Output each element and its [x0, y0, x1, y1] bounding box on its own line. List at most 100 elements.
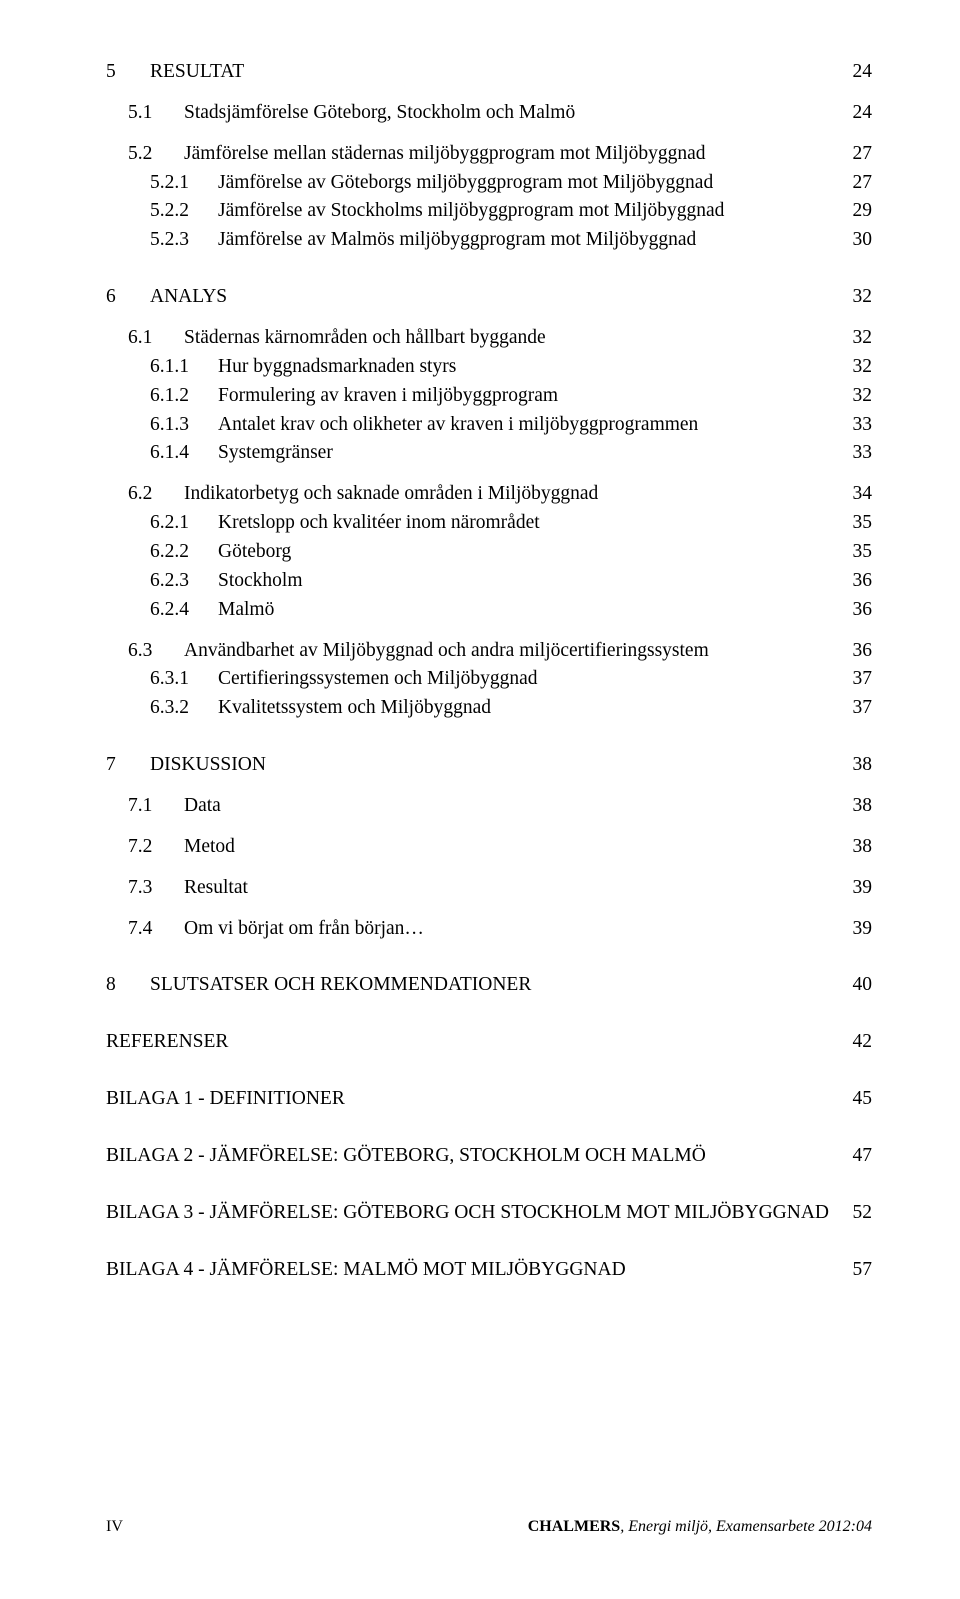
toc-entry-number: 6.2.4 — [150, 596, 218, 625]
toc-entry-left: 7.1Data — [128, 792, 221, 821]
toc-entry-number: 6.1.4 — [150, 439, 218, 468]
toc-entry-label: Kvalitetssystem och Miljöbyggnad — [218, 694, 491, 723]
toc-entry-number: 7 — [106, 751, 150, 780]
toc-entry-page: 32 — [842, 382, 872, 411]
toc-entry-label: Jämförelse av Stockholms miljöbyggprogra… — [218, 197, 724, 226]
toc-entry-label: Stockholm — [218, 567, 303, 596]
toc-entry-page: 24 — [842, 58, 872, 87]
toc-entry-label: BILAGA 1 - DEFINITIONER — [106, 1085, 345, 1114]
toc-entry-label: Formulering av kraven i miljöbyggprogram — [218, 382, 558, 411]
toc-entry-label: Metod — [184, 833, 235, 862]
toc-entry-page: 45 — [842, 1085, 872, 1114]
toc-entry: 5.2Jämförelse mellan städernas miljöbygg… — [106, 140, 872, 169]
toc-entry: 5.2.1Jämförelse av Göteborgs miljöbyggpr… — [106, 169, 872, 198]
toc-entry-label: Stadsjämförelse Göteborg, Stockholm och … — [184, 99, 575, 128]
toc-entry: BILAGA 4 - JÄMFÖRELSE: MALMÖ MOT MILJÖBY… — [106, 1256, 872, 1285]
toc-entry-number: 6 — [106, 283, 150, 312]
toc-entry-left: 7DISKUSSION — [106, 751, 266, 780]
toc-entry-label: Jämförelse av Göteborgs miljöbyggprogram… — [218, 169, 713, 198]
toc-entry-page: 42 — [842, 1028, 872, 1057]
toc-entry-number: 6.3.1 — [150, 665, 218, 694]
toc-entry: BILAGA 3 - JÄMFÖRELSE: GÖTEBORG OCH STOC… — [106, 1199, 872, 1228]
toc-entry-number: 5 — [106, 58, 150, 87]
toc-entry-number: 7.1 — [128, 792, 184, 821]
toc-entry-label: BILAGA 3 - JÄMFÖRELSE: GÖTEBORG OCH STOC… — [106, 1199, 829, 1228]
toc-entry-label: Hur byggnadsmarknaden styrs — [218, 353, 456, 382]
toc-entry-page: 38 — [842, 751, 872, 780]
toc-entry-number: 6.2.2 — [150, 538, 218, 567]
toc-entry-label: Resultat — [184, 874, 248, 903]
toc-entry-left: 6ANALYS — [106, 283, 227, 312]
toc-entry-left: BILAGA 1 - DEFINITIONER — [106, 1085, 345, 1114]
toc-entry: 7.1Data 38 — [106, 792, 872, 821]
toc-entry-left: BILAGA 3 - JÄMFÖRELSE: GÖTEBORG OCH STOC… — [106, 1199, 829, 1228]
toc-entry: 7.2Metod38 — [106, 833, 872, 862]
toc-entry-number: 7.2 — [128, 833, 184, 862]
toc-entry-page: 33 — [842, 411, 872, 440]
toc-entry-left: 5.2.2Jämförelse av Stockholms miljöbyggp… — [150, 197, 724, 226]
toc-entry-label: REFERENSER — [106, 1028, 228, 1057]
toc-entry-label: ANALYS — [150, 283, 227, 312]
toc-entry: 6.2Indikatorbetyg och saknade områden i … — [106, 480, 872, 509]
toc-entry: 6.3.1Certifieringssystemen och Miljöbygg… — [106, 665, 872, 694]
toc-entry: 6.2.4Malmö36 — [106, 596, 872, 625]
toc-entry-left: 6.2.3Stockholm — [150, 567, 303, 596]
toc-entry: 6.1.1Hur byggnadsmarknaden styrs32 — [106, 353, 872, 382]
toc-entry-page: 36 — [842, 637, 872, 666]
toc-entry-left: 6.1.4Systemgränser — [150, 439, 333, 468]
toc-entry-left: 7.4Om vi börjat om från början… — [128, 915, 424, 944]
footer-series: , Energi miljö, Examensarbete 2012:04 — [620, 1518, 872, 1535]
toc-entry-left: 5.2.1Jämförelse av Göteborgs miljöbyggpr… — [150, 169, 713, 198]
toc-entry-left: 6.1Städernas kärnområden och hållbart by… — [128, 324, 546, 353]
toc-entry-left: 6.2.2Göteborg — [150, 538, 291, 567]
toc-entry: 7.3Resultat 39 — [106, 874, 872, 903]
toc-entry: REFERENSER 42 — [106, 1028, 872, 1057]
toc-entry-number: 6.3.2 — [150, 694, 218, 723]
toc-entry-number: 6.2 — [128, 480, 184, 509]
toc-entry: 6.2.2Göteborg35 — [106, 538, 872, 567]
toc-entry-left: 8SLUTSATSER OCH REKOMMENDATIONER — [106, 971, 531, 1000]
toc-entry-label: Certifieringssystemen och Miljöbyggnad — [218, 665, 538, 694]
toc-entry-left: 7.2Metod — [128, 833, 235, 862]
toc-entry-page: 39 — [842, 874, 872, 903]
toc-entry: 6.2.1Kretslopp och kvalitéer inom näromr… — [106, 509, 872, 538]
toc-entry-page: 39 — [842, 915, 872, 944]
toc-entry-label: Städernas kärnområden och hållbart bygga… — [184, 324, 546, 353]
toc-entry-label: DISKUSSION — [150, 751, 266, 780]
toc-entry-number: 5.2.2 — [150, 197, 218, 226]
toc-entry-number: 5.2.1 — [150, 169, 218, 198]
toc-entry-number: 6.1.1 — [150, 353, 218, 382]
toc-entry-page: 52 — [842, 1199, 872, 1228]
toc-entry-number: 7.4 — [128, 915, 184, 944]
toc-entry-number: 6.1 — [128, 324, 184, 353]
toc-entry-number: 5.2 — [128, 140, 184, 169]
toc-entry-page: 32 — [842, 283, 872, 312]
toc-entry-page: 40 — [842, 971, 872, 1000]
toc-entry-page: 38 — [842, 792, 872, 821]
toc-entry-label: Systemgränser — [218, 439, 333, 468]
toc-entry-label: Malmö — [218, 596, 274, 625]
toc-entry-left: 6.1.3Antalet krav och olikheter av krave… — [150, 411, 698, 440]
toc-entry-left: BILAGA 2 - JÄMFÖRELSE: GÖTEBORG, STOCKHO… — [106, 1142, 706, 1171]
toc-entry-left: 5.1Stadsjämförelse Göteborg, Stockholm o… — [128, 99, 575, 128]
toc-entry: 7DISKUSSION 38 — [106, 751, 872, 780]
toc-entry-page: 32 — [842, 324, 872, 353]
toc-entry-label: RESULTAT — [150, 58, 244, 87]
toc-entry-label: BILAGA 2 - JÄMFÖRELSE: GÖTEBORG, STOCKHO… — [106, 1142, 706, 1171]
toc-entry-left: 6.1.1Hur byggnadsmarknaden styrs — [150, 353, 456, 382]
toc-entry-label: Göteborg — [218, 538, 291, 567]
toc-entry: 6.3.2Kvalitetssystem och Miljöbyggnad37 — [106, 694, 872, 723]
toc-entry: 6.1.3Antalet krav och olikheter av krave… — [106, 411, 872, 440]
toc-entry-left: 5.2Jämförelse mellan städernas miljöbygg… — [128, 140, 706, 169]
toc-entry-left: 6.2Indikatorbetyg och saknade områden i … — [128, 480, 598, 509]
toc-entry-number: 6.2.3 — [150, 567, 218, 596]
toc-entry-left: REFERENSER — [106, 1028, 228, 1057]
toc-entry-number: 6.1.2 — [150, 382, 218, 411]
toc-entry-left: 7.3Resultat — [128, 874, 248, 903]
toc-entry-number: 5.1 — [128, 99, 184, 128]
toc-entry-page: 35 — [842, 509, 872, 538]
toc-entry-page: 33 — [842, 439, 872, 468]
toc-entry-label: Om vi börjat om från början… — [184, 915, 424, 944]
toc-entry: 6.1Städernas kärnområden och hållbart by… — [106, 324, 872, 353]
toc-entry-page: 36 — [842, 567, 872, 596]
